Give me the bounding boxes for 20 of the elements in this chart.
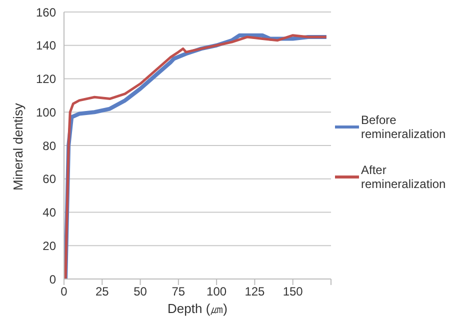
y-tick-label: 40: [42, 206, 56, 220]
x-tick-label: 100: [206, 284, 227, 299]
x-tick-label: 150: [282, 284, 304, 299]
legend-label: After remineralization: [361, 162, 447, 190]
x-tick-label: 0: [60, 284, 68, 299]
x-tick-label: 75: [172, 284, 186, 299]
y-tick-label: 80: [42, 138, 56, 153]
y-axis-title: Mineral dentisy: [10, 102, 26, 190]
x-axis-title: Depth (㎛): [168, 301, 228, 316]
y-tick-label: 100: [36, 105, 56, 120]
y-tick-label: 140: [36, 38, 56, 53]
x-tick-label: 125: [244, 284, 266, 299]
legend-label: Before remineralization: [361, 112, 447, 140]
y-tick-label: 160: [36, 5, 56, 20]
x-tick-label: 50: [134, 284, 148, 299]
y-tick-label: 20: [42, 238, 56, 253]
y-tick-label: 0: [49, 272, 56, 286]
y-tick-label: 60: [42, 172, 56, 186]
y-tick-label: 120: [36, 72, 56, 86]
x-tick-label: 25: [95, 284, 110, 299]
